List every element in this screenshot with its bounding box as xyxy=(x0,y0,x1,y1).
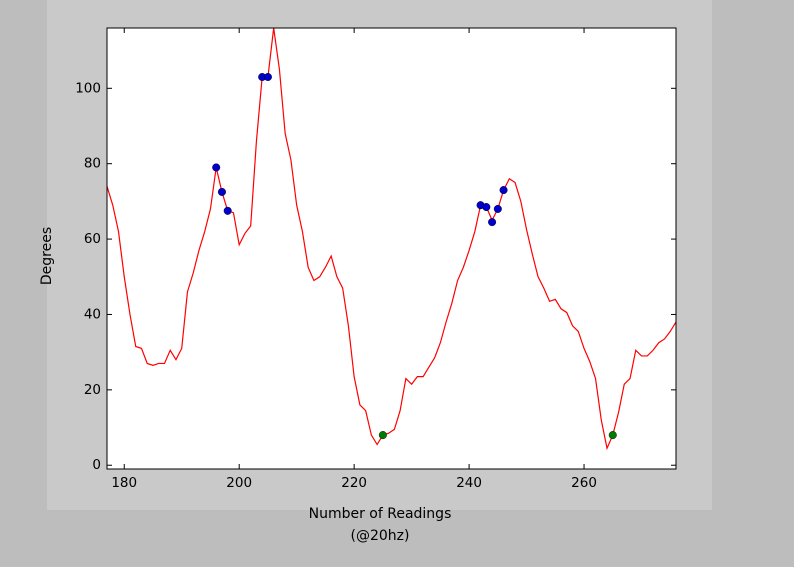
marker xyxy=(223,206,232,215)
line xyxy=(107,28,676,451)
x-tick-label: 240 xyxy=(456,475,482,491)
plot-frame xyxy=(106,27,677,470)
marker xyxy=(488,218,497,227)
marker xyxy=(212,163,221,172)
marker xyxy=(217,187,226,196)
y-axis-label: Degrees xyxy=(39,227,55,285)
marker xyxy=(493,204,502,213)
x-tick-label: 200 xyxy=(226,475,252,491)
marker xyxy=(378,431,387,440)
y-tick-label: 80 xyxy=(84,156,101,172)
x-tick-label: 220 xyxy=(341,475,367,491)
marker xyxy=(263,72,272,81)
y-tick-label: 100 xyxy=(75,80,101,96)
y-tick-label: 0 xyxy=(92,457,101,473)
x-axis-label: (@20hz) xyxy=(351,528,410,544)
marker xyxy=(608,431,617,440)
series-layer xyxy=(107,28,676,451)
x-tick-label: 180 xyxy=(111,475,137,491)
plot-area xyxy=(107,28,676,469)
y-tick-label: 20 xyxy=(84,382,101,398)
x-tick-label: 260 xyxy=(571,475,597,491)
axes: 180 200 220 240 260 0 20 40 60 80 100 xyxy=(75,28,676,491)
marker xyxy=(499,186,508,195)
marker xyxy=(482,203,491,212)
y-tick-label: 60 xyxy=(84,231,101,247)
x-axis-label: Number of Readings xyxy=(309,506,452,522)
y-tick-label: 40 xyxy=(84,306,101,322)
